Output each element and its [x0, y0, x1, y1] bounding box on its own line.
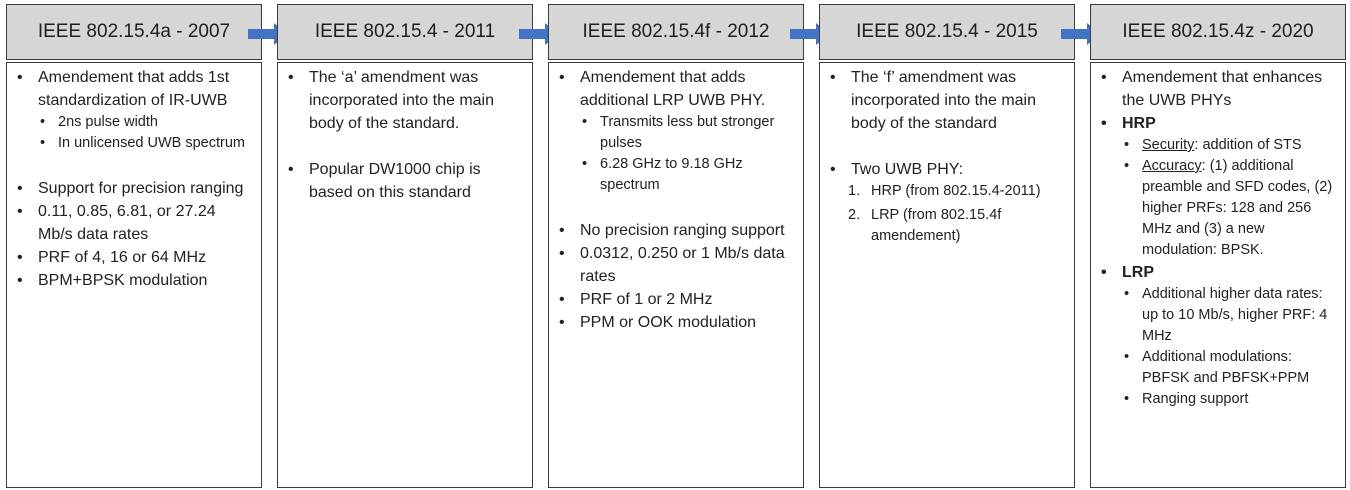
list-item: Amendement that enhances the UWB PHYs — [1099, 66, 1337, 112]
list-item: Amendement that adds additional LRP UWB … — [557, 66, 795, 112]
list-item: PRF of 1 or 2 MHz — [557, 288, 795, 311]
item-text: LRP (from 802.15.4f amendement) — [871, 207, 1002, 244]
numbered-item: 2. LRP (from 802.15.4f amendement) — [828, 205, 1066, 247]
list-item: Popular DW1000 chip is based on this sta… — [286, 158, 524, 204]
column-header: IEEE 802.15.4 - 2015 — [819, 4, 1075, 60]
column-header: IEEE 802.15.4f - 2012 — [548, 4, 804, 60]
list-item: BPM+BPSK modulation — [15, 269, 253, 292]
list-item: Support for precision ranging — [15, 177, 253, 200]
column-header: IEEE 802.15.4a - 2007 — [6, 4, 262, 60]
sub-list-item: Security: addition of STS — [1099, 135, 1337, 156]
list-item: The ‘f’ amendment was incorporated into … — [828, 66, 1066, 135]
list-item: 0.11, 0.85, 6.81, or 27.24 Mb/s data rat… — [15, 200, 253, 246]
column-2015: IEEE 802.15.4 - 2015 The ‘f’ amendment w… — [819, 4, 1075, 488]
column-header: IEEE 802.15.4 - 2011 — [277, 4, 533, 60]
item-number: 2. — [848, 207, 861, 223]
list-item: PPM or OOK modulation — [557, 311, 795, 334]
security-label: Security — [1142, 137, 1195, 153]
sub-list-item: Additional modulations: PBFSK and PBFSK+… — [1099, 347, 1337, 389]
sub-list-item: In unlicensed UWB spectrum — [15, 133, 253, 154]
sub-list-item: 2ns pulse width — [15, 112, 253, 133]
column-body: Amendement that adds additional LRP UWB … — [548, 62, 804, 488]
sub-list-item: Ranging support — [1099, 389, 1337, 410]
column-header: IEEE 802.15.4z - 2020 — [1090, 4, 1346, 60]
list-item: Amendement that adds 1st standardization… — [15, 66, 253, 112]
lrp-heading: LRP — [1099, 261, 1337, 284]
column-2012: IEEE 802.15.4f - 2012 Amendement that ad… — [548, 4, 804, 488]
column-2011: IEEE 802.15.4 - 2011 The ‘a’ amendment w… — [277, 4, 533, 488]
accuracy-label: Accuracy — [1142, 158, 1202, 174]
sub-list-item: Transmits less but stronger pulses — [557, 112, 795, 154]
sub-list-item: Additional higher data rates: up to 10 M… — [1099, 284, 1337, 347]
column-body: The ‘f’ amendment was incorporated into … — [819, 62, 1075, 488]
sub-list-item: 6.28 GHz to 9.18 GHz spectrum — [557, 154, 795, 196]
column-body: Amendement that enhances the UWB PHYs HR… — [1090, 62, 1346, 488]
column-body: The ‘a’ amendment was incorporated into … — [277, 62, 533, 488]
item-text: HRP (from 802.15.4-2011) — [871, 183, 1041, 199]
column-2020: IEEE 802.15.4z - 2020 Amendement that en… — [1090, 4, 1346, 488]
item-number: 1. — [848, 183, 861, 199]
hrp-heading: HRP — [1099, 112, 1337, 135]
list-item: Two UWB PHY: — [828, 158, 1066, 181]
list-item: No precision ranging support — [557, 219, 795, 242]
security-text: : addition of STS — [1194, 137, 1302, 153]
accuracy-text: : (1) additional preamble and SFD codes,… — [1142, 158, 1333, 258]
numbered-item: 1. HRP (from 802.15.4-2011) — [828, 181, 1066, 202]
list-item: The ‘a’ amendment was incorporated into … — [286, 66, 524, 135]
column-2007: IEEE 802.15.4a - 2007 Amendement that ad… — [6, 4, 262, 488]
list-item: PRF of 4, 16 or 64 MHz — [15, 246, 253, 269]
list-item: 0.0312, 0.250 or 1 Mb/s data rates — [557, 242, 795, 288]
sub-list-item: Accuracy: (1) additional preamble and SF… — [1099, 156, 1337, 261]
column-body: Amendement that adds 1st standardization… — [6, 62, 262, 488]
